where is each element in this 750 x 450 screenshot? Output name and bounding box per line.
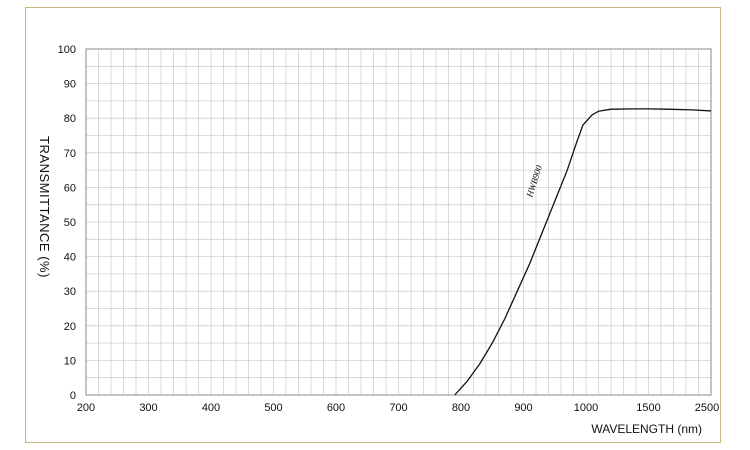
y-tick-label: 30	[64, 286, 76, 298]
x-axis-label: WAVELENGTH (nm)	[591, 422, 702, 436]
y-tick-label: 40	[64, 252, 76, 264]
x-axis-ticks: 200 300 400 500 600 700 800 900 1000 1500 2500	[77, 402, 719, 414]
x-tick-label: 400	[202, 402, 220, 414]
y-axis-label: TRANSMITTANCE (%)	[37, 136, 52, 278]
x-tick-label: 200	[77, 402, 95, 414]
x-tick-label: 500	[264, 402, 282, 414]
x-tick-label: 700	[389, 402, 407, 414]
x-tick-label: 2500	[695, 402, 719, 414]
y-tick-label: 90	[64, 79, 76, 91]
x-tick-label: 300	[139, 402, 157, 414]
y-axis-ticks: 0 10 20 30 40 50 60 70 80 90 100	[58, 44, 76, 402]
x-tick-label: 1000	[574, 402, 598, 414]
y-tick-label: 100	[58, 44, 76, 56]
y-tick-label: 70	[64, 148, 76, 160]
y-tick-label: 20	[64, 321, 76, 333]
x-tick-label: 800	[452, 402, 470, 414]
grid	[85, 48, 712, 396]
series-group	[454, 108, 712, 396]
y-tick-label: 0	[70, 390, 76, 402]
curve-annotation: HWB900	[524, 163, 544, 199]
y-tick-label: 60	[64, 182, 76, 194]
plot-border	[85, 48, 712, 396]
x-tick-label: 600	[327, 402, 345, 414]
y-tick-label: 50	[64, 217, 76, 229]
y-tick-label: 80	[64, 113, 76, 125]
y-tick-label: 10	[64, 355, 76, 367]
x-tick-label: 1500	[636, 402, 660, 414]
chart-frame	[25, 7, 721, 443]
series-line	[454, 108, 712, 396]
x-tick-label: 900	[514, 402, 532, 414]
